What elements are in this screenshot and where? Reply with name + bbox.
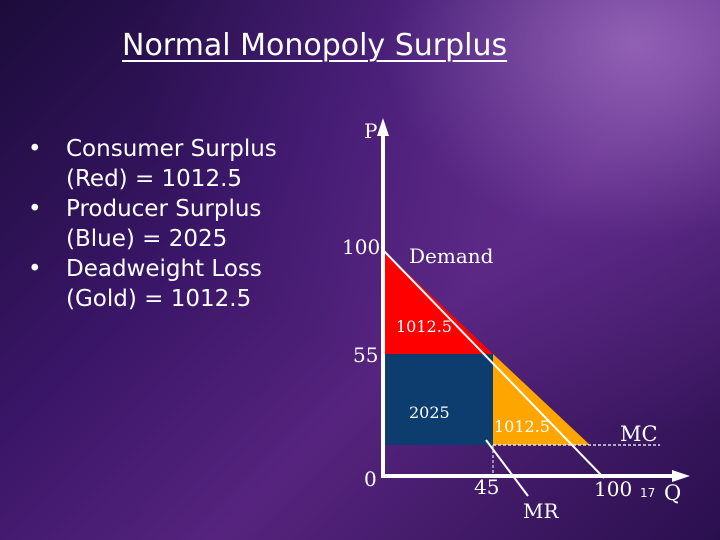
producer-surplus-region xyxy=(383,354,493,445)
mc-label: MC xyxy=(620,422,658,446)
bullet-list: • Consumer Surplus (Red) = 1012.5 • Prod… xyxy=(28,134,338,314)
bullet-icon: • xyxy=(28,136,42,162)
bullet-icon: • xyxy=(28,196,42,222)
mr-line xyxy=(485,439,529,497)
bullet-producer-surplus: • Producer Surplus (Blue) = 2025 xyxy=(28,194,338,254)
slide-title: Normal Monopoly Surplus xyxy=(122,28,508,63)
producer-surplus-value: 2025 xyxy=(409,403,450,422)
bullet-line: (Gold) = 1012.5 xyxy=(66,286,252,312)
consumer-surplus-region xyxy=(383,250,493,354)
bullet-consumer-surplus: • Consumer Surplus (Red) = 1012.5 xyxy=(28,134,338,194)
deadweight-loss-value: 1012.5 xyxy=(494,417,550,436)
q-axis-label: Q xyxy=(664,481,681,505)
slide-number: 17 xyxy=(640,486,656,500)
origin-label: 0 xyxy=(364,467,377,491)
consumer-surplus-value: 1012.5 xyxy=(396,317,452,336)
deadweight-loss-region xyxy=(493,354,590,445)
bullet-icon: • xyxy=(28,256,42,282)
demand-line xyxy=(382,249,605,479)
price-100-label: 100 xyxy=(342,235,380,259)
quantity-45-label: 45 xyxy=(474,475,499,499)
demand-label: Demand xyxy=(409,244,494,268)
mr-label: MR xyxy=(523,499,559,523)
bullet-line: Producer Surplus xyxy=(66,196,262,222)
bullet-line: (Blue) = 2025 xyxy=(66,226,228,252)
bullet-line: Deadweight Loss xyxy=(66,256,262,282)
q-axis-arrow-icon xyxy=(672,470,690,482)
price-55-label: 55 xyxy=(353,343,378,367)
p-axis-arrow-icon xyxy=(377,118,389,136)
bullet-line: (Red) = 1012.5 xyxy=(66,166,243,192)
p-axis-label: P xyxy=(364,119,377,143)
bullet-line: Consumer Surplus xyxy=(66,136,277,162)
quantity-100-label: 100 xyxy=(594,477,632,501)
bullet-deadweight-loss: • Deadweight Loss (Gold) = 1012.5 xyxy=(28,254,338,314)
